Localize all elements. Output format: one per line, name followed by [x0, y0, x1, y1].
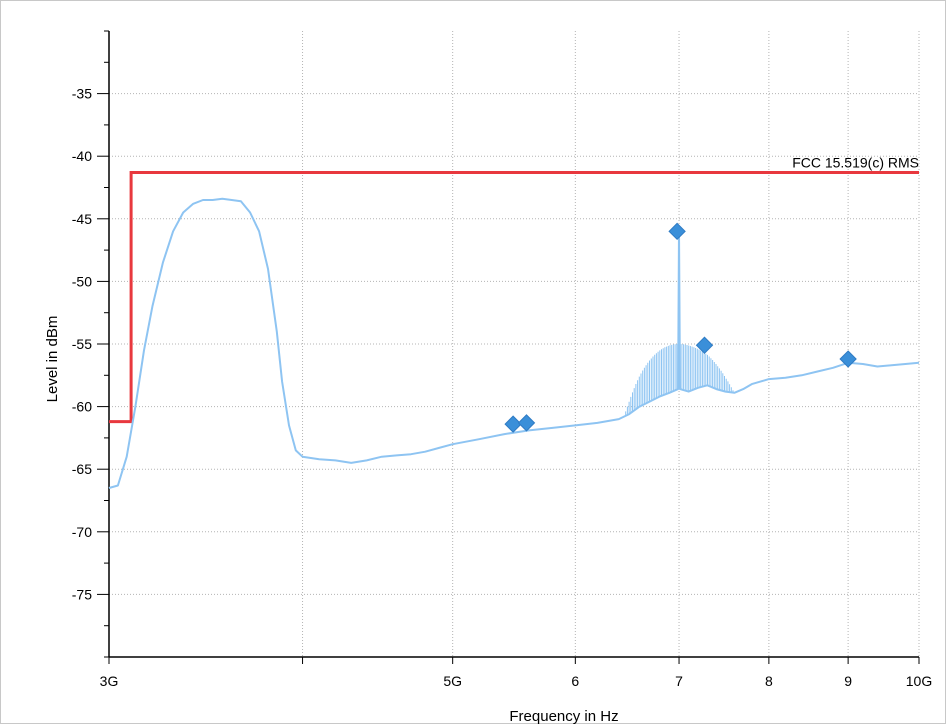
y-tick-label: -50 [72, 273, 92, 289]
x-tick-label: 10G [906, 673, 932, 689]
y-tick-label: -35 [72, 86, 92, 102]
x-tick-label: 7 [675, 673, 683, 689]
peak-marker [839, 350, 857, 368]
limit-line [109, 171, 919, 424]
labels: Frequency in Hz Level in dBm FCC 15.519(… [44, 154, 919, 725]
y-tick-label: -60 [72, 399, 92, 415]
x-tick-label: 6 [571, 673, 579, 689]
trace-layer [108, 197, 920, 489]
peak-marker [668, 222, 686, 241]
peak-marker [504, 415, 522, 433]
x-tick-label: 3G [100, 673, 119, 689]
x-tick-label: 8 [765, 673, 773, 689]
y-tick-label: -70 [72, 524, 92, 540]
y-tick-label: -55 [72, 336, 92, 352]
limit-line-label: FCC 15.519(c) RMS [792, 154, 919, 170]
y-tick-label: -40 [72, 148, 92, 164]
y-tick-label: -45 [72, 211, 92, 227]
peak-marker [517, 414, 536, 432]
limit-line-layer [109, 171, 919, 424]
spectrum-trace [108, 197, 920, 489]
grid [109, 31, 920, 657]
spur-lines [625, 317, 734, 416]
axes: 3G 5G 6 7 8 9 10G -35 -40 -45 -50 -55 -60 -65 -70 -75 [72, 30, 932, 689]
marker-layer [504, 222, 857, 433]
y-tick-label: -75 [72, 586, 92, 602]
x-tick-label: 9 [844, 673, 852, 689]
y-axis-title: Level in dBm [44, 316, 61, 403]
x-tick-label: 5G [443, 673, 462, 689]
y-tick-label: -65 [72, 461, 92, 477]
peak-marker [695, 336, 714, 354]
x-axis-title: Frequency in Hz [509, 708, 618, 725]
